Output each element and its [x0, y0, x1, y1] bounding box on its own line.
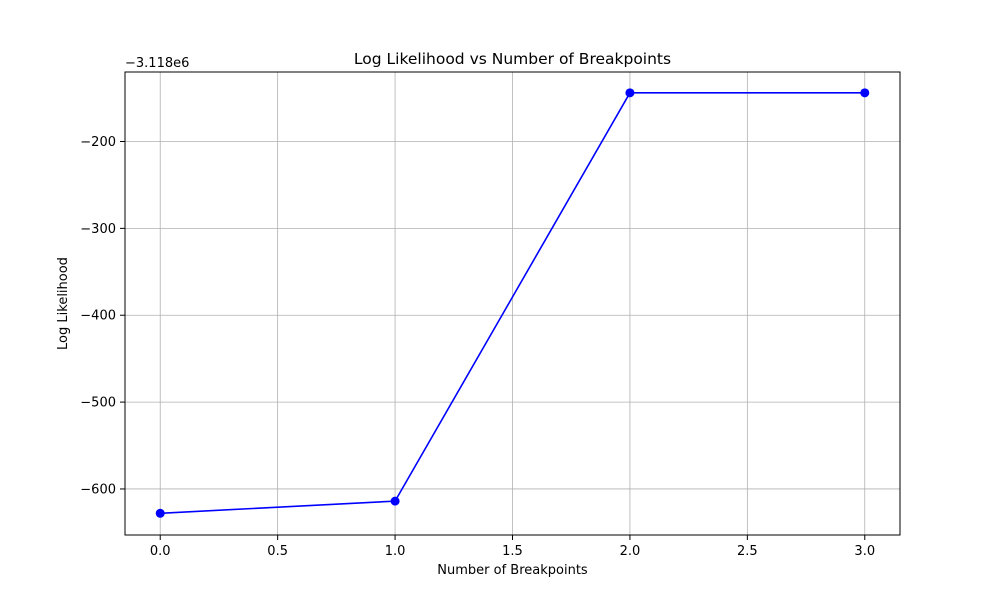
x-tick-label: 0.5 — [267, 544, 288, 559]
x-tick-label: 2.0 — [620, 544, 641, 559]
y-axis-label: Log Likelihood — [56, 257, 71, 350]
y-axis-offset-label: −3.118e6 — [125, 56, 189, 71]
y-tick-label: −400 — [80, 309, 116, 324]
data-point — [625, 88, 635, 98]
x-tick-label: 3.0 — [854, 544, 875, 559]
y-tick-label: −200 — [80, 135, 116, 150]
x-tick-label: 2.5 — [737, 544, 758, 559]
x-axis-label: Number of Breakpoints — [437, 563, 588, 578]
data-point — [155, 508, 165, 518]
axis-ticks: 0.0 0.5 1.0 1.5 2.0 2.5 3.0 −600 −500 −400 −300 −20… — [80, 135, 875, 559]
y-tick-label: −300 — [80, 222, 116, 237]
x-tick-label: 1.5 — [502, 544, 523, 559]
data-point — [390, 496, 400, 506]
x-tick-label: 0.0 — [150, 544, 171, 559]
data-point — [860, 88, 870, 98]
grid — [125, 72, 900, 535]
y-tick-label: −600 — [80, 482, 116, 497]
series-layer — [155, 88, 870, 518]
x-tick-label: 1.0 — [385, 544, 406, 559]
series-line — [160, 92, 865, 515]
y-tick-label: −500 — [80, 396, 116, 411]
chart-title: Log Likelihood vs Number of Breakpoints — [354, 50, 671, 68]
